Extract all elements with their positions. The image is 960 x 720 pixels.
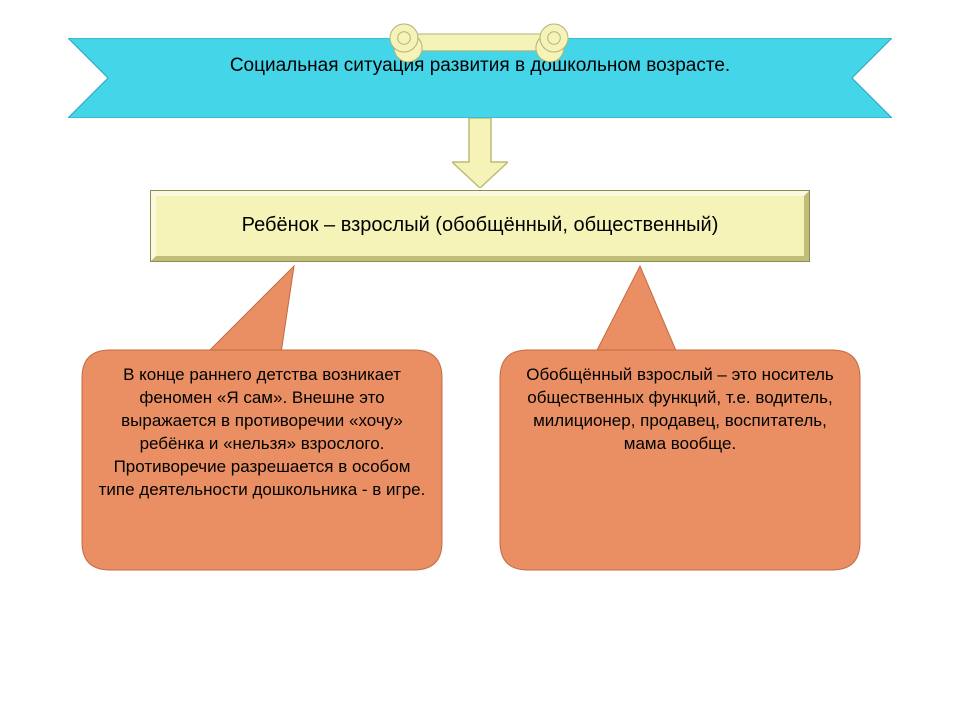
middle-box-text: Ребёнок – взрослый (обобщённый, обществе… <box>150 214 810 237</box>
scroll-ornament <box>384 22 574 70</box>
down-arrow-icon <box>452 118 508 188</box>
middle-box: Ребёнок – взрослый (обобщённый, обществе… <box>150 190 810 262</box>
callout-left: В конце раннего детства возникает феноме… <box>80 264 444 572</box>
callout-text: В конце раннего детства возникает феноме… <box>82 364 442 502</box>
callout-text: Обобщённый взрослый – это носитель общес… <box>500 364 860 456</box>
callout-right: Обобщённый взрослый – это носитель общес… <box>498 264 862 572</box>
